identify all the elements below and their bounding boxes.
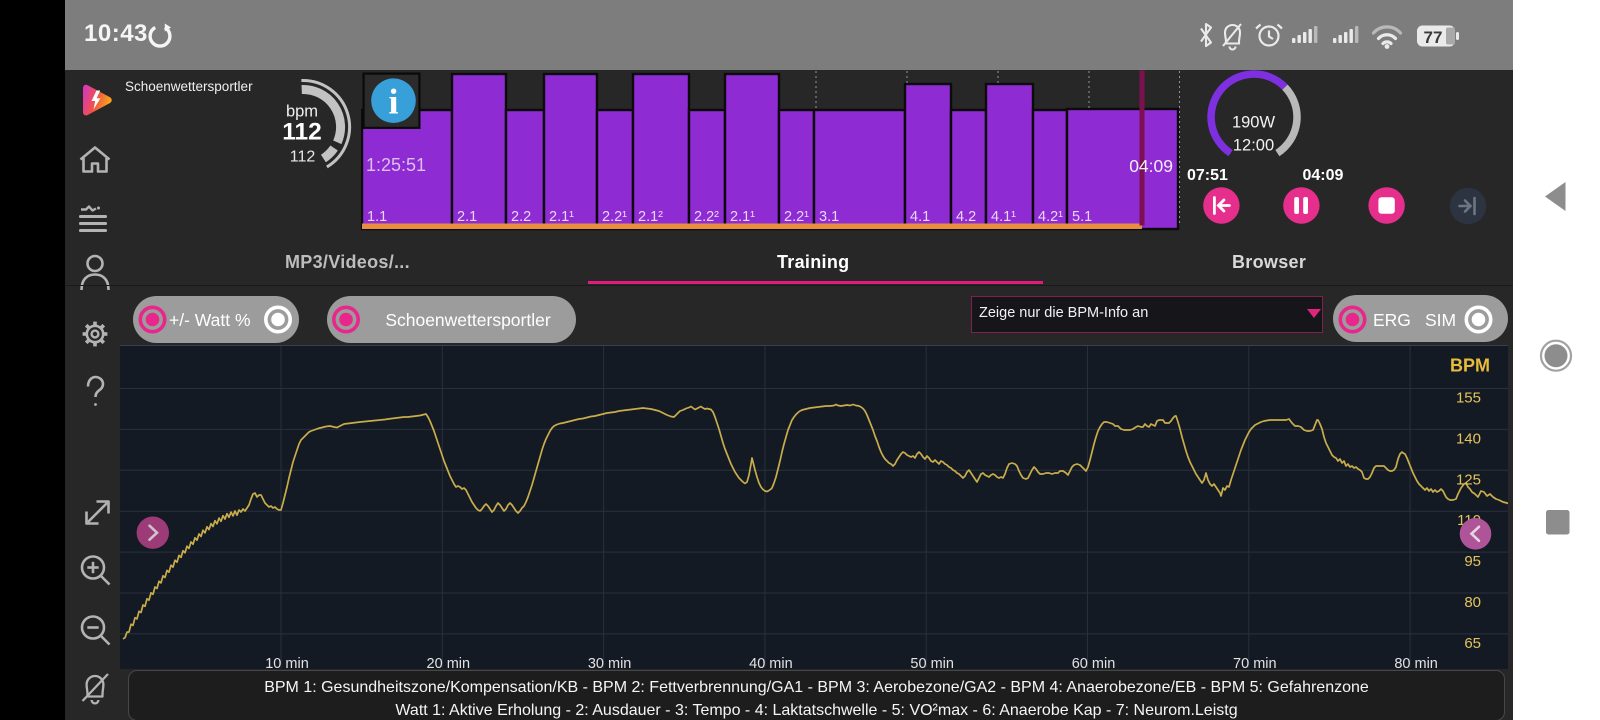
svg-text:2.2¹: 2.2¹ bbox=[784, 209, 809, 225]
svg-text:30 min: 30 min bbox=[588, 656, 632, 669]
svg-text:190W: 190W bbox=[1232, 114, 1276, 132]
svg-text:4.2: 4.2 bbox=[956, 209, 976, 225]
svg-text:+/- Watt %: +/- Watt % bbox=[169, 310, 251, 330]
svg-text:125: 125 bbox=[1456, 471, 1481, 488]
svg-text:4.2¹: 4.2¹ bbox=[1038, 209, 1063, 225]
svg-text:4.1: 4.1 bbox=[910, 209, 930, 225]
svg-text:Schoenwettersportler: Schoenwettersportler bbox=[385, 310, 551, 330]
svg-text:1.1: 1.1 bbox=[367, 209, 387, 225]
svg-text:ERG: ERG bbox=[1373, 310, 1411, 330]
svg-text:04:09: 04:09 bbox=[1303, 167, 1344, 184]
svg-text:65: 65 bbox=[1464, 635, 1481, 652]
svg-text:2.1¹: 2.1¹ bbox=[549, 209, 574, 225]
svg-text:2.1¹: 2.1¹ bbox=[730, 209, 755, 225]
svg-text:BPM: BPM bbox=[1450, 356, 1490, 376]
svg-text:2.2²: 2.2² bbox=[694, 209, 719, 225]
svg-text:i: i bbox=[388, 82, 398, 122]
svg-text:12:00: 12:00 bbox=[1233, 137, 1274, 155]
svg-text:5.1: 5.1 bbox=[1072, 209, 1092, 225]
svg-text:1:25:51: 1:25:51 bbox=[366, 155, 426, 175]
svg-text:70 min: 70 min bbox=[1233, 656, 1277, 669]
svg-text:140: 140 bbox=[1456, 430, 1481, 447]
svg-text:bpm: bpm bbox=[286, 103, 318, 121]
svg-text:112: 112 bbox=[282, 119, 322, 146]
svg-text:80: 80 bbox=[1464, 594, 1481, 611]
svg-text:4.1¹: 4.1¹ bbox=[991, 209, 1016, 225]
svg-text:60 min: 60 min bbox=[1072, 656, 1116, 669]
svg-text:SIM: SIM bbox=[1425, 310, 1456, 330]
svg-text:95: 95 bbox=[1464, 553, 1481, 570]
svg-text:50 min: 50 min bbox=[910, 656, 954, 669]
svg-text:2.1²: 2.1² bbox=[638, 209, 663, 225]
svg-text:80 min: 80 min bbox=[1394, 656, 1438, 669]
svg-text:40 min: 40 min bbox=[749, 656, 793, 669]
svg-text:10 min: 10 min bbox=[265, 656, 309, 669]
svg-text:2.2¹: 2.2¹ bbox=[602, 209, 627, 225]
svg-text:20 min: 20 min bbox=[427, 656, 471, 669]
svg-text:112: 112 bbox=[290, 149, 316, 166]
svg-text:3.1: 3.1 bbox=[819, 209, 839, 225]
svg-text:77: 77 bbox=[1424, 28, 1443, 47]
svg-text:155: 155 bbox=[1456, 390, 1481, 407]
svg-text:04:09: 04:09 bbox=[1129, 156, 1173, 176]
svg-text:2.1: 2.1 bbox=[457, 209, 477, 225]
svg-text:07:51: 07:51 bbox=[1187, 167, 1228, 184]
svg-text:2.2: 2.2 bbox=[511, 209, 531, 225]
